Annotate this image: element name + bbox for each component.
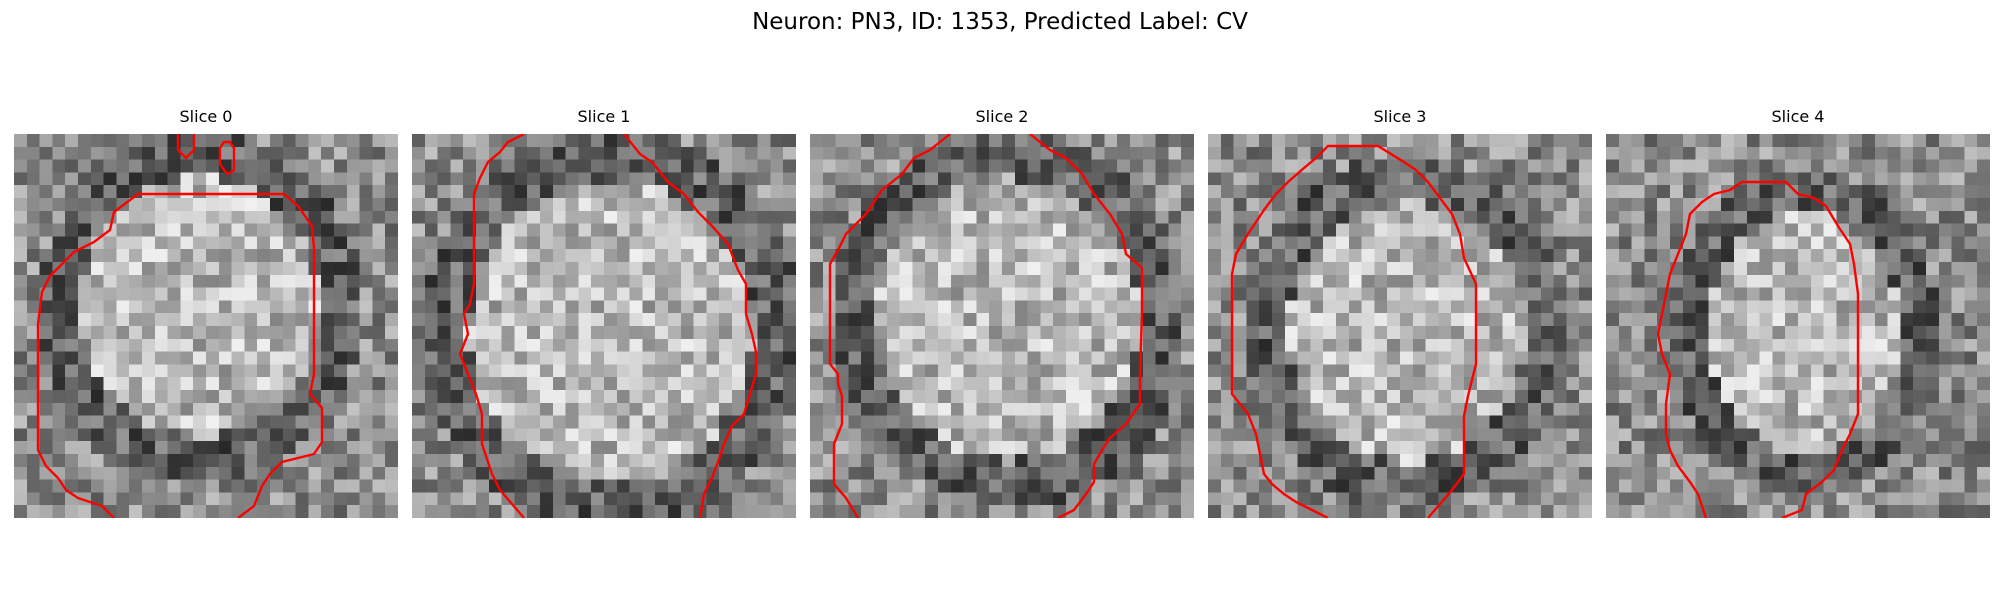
slice-title: Slice 2: [975, 107, 1029, 126]
cell-contour: [1230, 144, 1344, 518]
grayscale-pixels: [810, 134, 1194, 518]
cell-contour: [1029, 134, 1144, 518]
cell-contour: [458, 134, 525, 518]
grayscale-pixels: [412, 134, 796, 518]
cell-contour-fragment: [218, 140, 236, 176]
cell-contour: [623, 134, 758, 518]
slice-image-1: [412, 134, 796, 518]
slice-image-4: [1606, 134, 1990, 518]
slice-title: Slice 0: [179, 107, 233, 126]
grayscale-pixels: [14, 134, 398, 518]
slice-image-2: [810, 134, 1194, 518]
slice-title: Slice 1: [577, 107, 631, 126]
cell-contour: [36, 192, 324, 518]
slice-title: Slice 4: [1771, 107, 1825, 126]
cell-contour-fragment: [176, 134, 196, 160]
grayscale-pixels: [1208, 134, 1592, 518]
cell-contour: [1656, 180, 1860, 518]
grayscale-pixels: [1606, 134, 1990, 518]
slice-image-3: [1208, 134, 1592, 518]
figure-title: Neuron: PN3, ID: 1353, Predicted Label: …: [752, 9, 1248, 35]
cell-contour: [828, 134, 951, 518]
slice-title: Slice 3: [1373, 107, 1427, 126]
slice-image-0: [14, 134, 398, 518]
cell-contour: [1344, 144, 1478, 518]
